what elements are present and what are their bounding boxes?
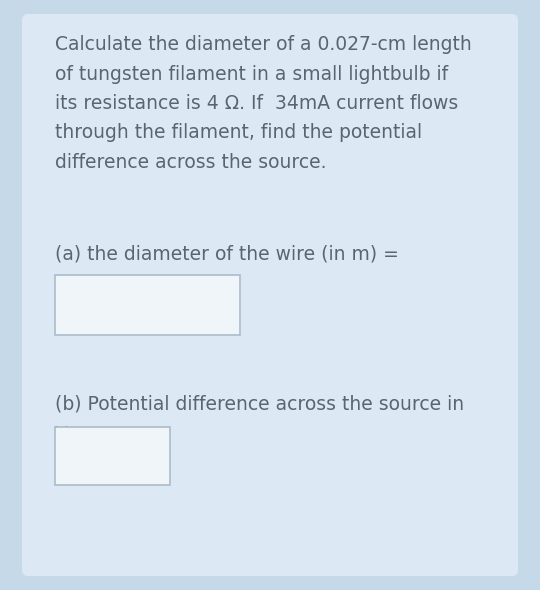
FancyBboxPatch shape <box>22 14 518 576</box>
Text: (b) Potential difference across the source in
V =: (b) Potential difference across the sour… <box>55 395 464 444</box>
Bar <box>55 275 240 335</box>
Text: (a) the diameter of the wire (in m) =: (a) the diameter of the wire (in m) = <box>55 245 399 264</box>
Bar <box>55 427 170 485</box>
Text: Calculate the diameter of a 0.027-cm length
of tungsten filament in a small ligh: Calculate the diameter of a 0.027-cm len… <box>55 35 472 172</box>
